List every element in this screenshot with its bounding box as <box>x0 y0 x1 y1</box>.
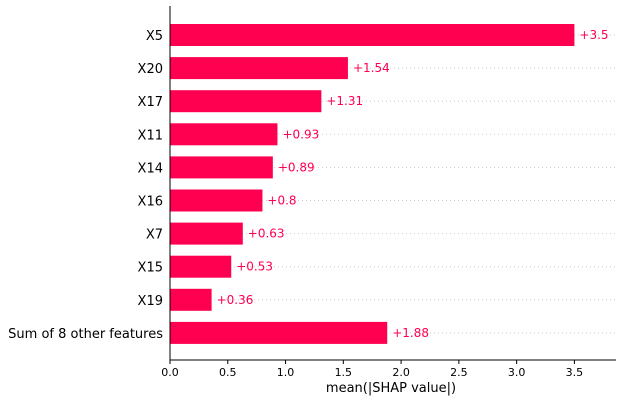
value-label-sum-of-8-other-features: +1.88 <box>392 326 429 340</box>
x-tick-label: 1.0 <box>277 366 295 379</box>
bar-x19 <box>170 288 212 311</box>
category-label-sum-of-8-other-features: Sum of 8 other features <box>8 327 163 342</box>
x-tick-label: 3.0 <box>508 366 526 379</box>
x-tick-label: 0.0 <box>161 366 179 379</box>
x-tick-label: 0.5 <box>219 366 237 379</box>
value-label-x17: +1.31 <box>326 94 363 108</box>
value-label-x7: +0.63 <box>248 227 285 241</box>
value-label-x19: +0.36 <box>217 293 254 307</box>
x-tick-label: 2.0 <box>392 366 410 379</box>
value-label-x15: +0.53 <box>236 260 273 274</box>
value-label-x16: +0.8 <box>267 194 296 208</box>
bar-x17 <box>170 90 322 113</box>
value-label-x5: +3.5 <box>579 28 608 42</box>
bar-x11 <box>170 123 278 146</box>
bar-x7 <box>170 222 243 245</box>
value-label-x14: +0.89 <box>278 160 315 174</box>
category-label-x11: X11 <box>138 128 163 143</box>
category-label-x17: X17 <box>138 95 163 110</box>
value-label-x11: +0.93 <box>282 127 319 141</box>
bar-x16 <box>170 189 263 212</box>
bar-x20 <box>170 57 348 80</box>
bar-layer <box>170 24 575 344</box>
category-label-x7: X7 <box>146 228 163 243</box>
category-label-x14: X14 <box>138 161 163 176</box>
category-label-x5: X5 <box>146 29 163 44</box>
category-label-x16: X16 <box>138 195 163 210</box>
x-ticks: 0.0 0.5 1.0 1.5 2.0 2.5 3.0 3.5 <box>161 360 583 379</box>
bar-x14 <box>170 156 273 179</box>
value-label-x20: +1.54 <box>353 61 390 75</box>
category-label-x20: X20 <box>138 62 163 77</box>
grid-layer <box>170 34 616 334</box>
category-label-x15: X15 <box>138 261 163 276</box>
x-tick-label: 2.5 <box>450 366 468 379</box>
label-layer: X5 +3.5 X20 +1.54 X17 +1.31 X11 +0.93 X14 +0.89 X1… <box>8 28 608 342</box>
category-label-x19: X19 <box>138 294 163 309</box>
x-tick-label: 3.5 <box>566 366 584 379</box>
bar-x15 <box>170 255 232 278</box>
axis-layer: 0.0 0.5 1.0 1.5 2.0 2.5 3.0 3.5 <box>161 6 616 379</box>
bar-sum-of-8-other-features <box>170 321 388 344</box>
x-axis-title: mean(|SHAP value|) <box>326 381 456 396</box>
x-tick-label: 1.5 <box>335 366 353 379</box>
bar-x5 <box>170 24 575 46</box>
